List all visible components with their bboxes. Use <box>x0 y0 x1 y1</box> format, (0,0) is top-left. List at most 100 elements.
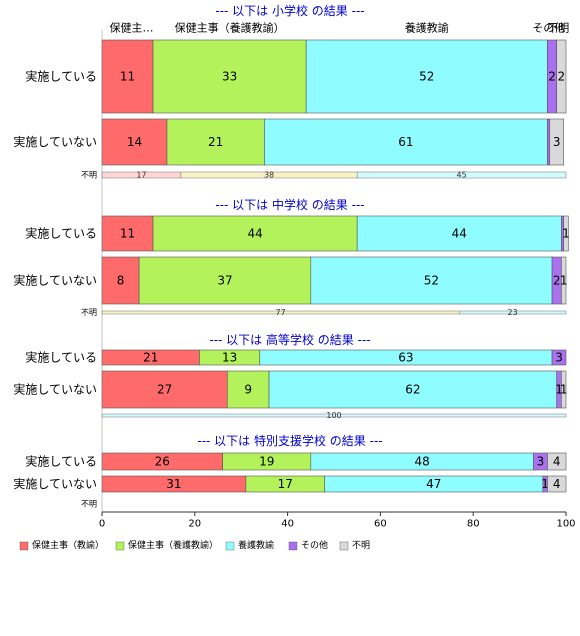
x-tick-label: 100 <box>556 519 575 530</box>
legend-swatch <box>339 541 349 551</box>
data-label: 4 <box>553 455 561 469</box>
data-label: 33 <box>222 70 237 84</box>
bar-segment <box>226 370 270 409</box>
row-label: 実施している <box>25 350 97 365</box>
legend-swatch <box>288 541 298 551</box>
section-title: --- 以下は 特別支援学校 の結果 --- <box>197 433 382 448</box>
x-tick-label: 0 <box>99 519 105 530</box>
data-label: 1 <box>560 383 568 397</box>
data-label: 62 <box>405 383 420 397</box>
data-label: 11 <box>120 227 135 241</box>
data-label: 52 <box>419 70 434 84</box>
bar-segment <box>561 370 567 409</box>
row-label: 不明 <box>81 171 97 180</box>
data-label: 3 <box>537 455 545 469</box>
data-label: 1 <box>560 274 568 288</box>
legend-label: 保健主事（養護教諭） <box>128 539 218 551</box>
section-title: --- 以下は 小学校 の結果 --- <box>215 3 364 18</box>
data-label: 17 <box>136 171 146 180</box>
row-label: 実施していない <box>13 476 97 491</box>
legend-swatch <box>115 541 125 551</box>
bar-segment <box>268 370 558 409</box>
bar-segment <box>547 452 567 471</box>
data-label: 77 <box>276 308 286 317</box>
row-label: 実施している <box>25 69 97 84</box>
bar-segment <box>101 215 154 252</box>
data-label: 17 <box>278 477 293 491</box>
row-label: 不明 <box>81 308 97 317</box>
data-label: 44 <box>452 227 467 241</box>
bar-segment <box>459 310 567 315</box>
x-tick-label: 60 <box>374 519 387 530</box>
data-label: 4 <box>553 477 561 491</box>
row-label: 実施している <box>25 454 97 469</box>
bar-segment <box>101 256 140 305</box>
row-label: 実施していない <box>13 382 97 397</box>
data-label: 3 <box>555 351 563 365</box>
data-label: 48 <box>415 455 430 469</box>
data-label: 45 <box>457 171 467 180</box>
bar-segment <box>547 118 551 166</box>
row-label: 不明 <box>81 500 97 509</box>
data-label: 1 <box>541 477 549 491</box>
data-label: 37 <box>217 274 232 288</box>
data-label: 63 <box>398 351 413 365</box>
row-label: 実施していない <box>13 273 97 288</box>
data-label: 8 <box>117 274 125 288</box>
legend-label: 養護教諭 <box>238 539 274 551</box>
data-label: 31 <box>166 477 181 491</box>
bar-segment <box>264 118 548 166</box>
section-title: --- 以下は 中学校 の結果 --- <box>215 197 364 212</box>
data-label: 19 <box>259 455 274 469</box>
bar-segment <box>101 118 168 166</box>
bar-segment <box>549 118 564 166</box>
legend-label: 不明 <box>352 540 370 551</box>
data-label: 100 <box>326 411 341 420</box>
bar-segment <box>356 215 562 252</box>
data-label: 9 <box>244 383 252 397</box>
data-label: 61 <box>398 135 413 149</box>
data-label: 21 <box>143 351 158 365</box>
data-label: 2 <box>558 70 566 84</box>
bar-segment <box>556 39 567 114</box>
data-label: 44 <box>247 227 262 241</box>
bar-segment <box>547 475 567 493</box>
bar-segment <box>138 256 312 305</box>
legend-label: 保健主事（教諭） <box>32 539 104 551</box>
data-label: 52 <box>424 274 439 288</box>
bar-segment <box>310 256 553 305</box>
data-label: 3 <box>553 135 561 149</box>
bar-segment <box>551 349 567 366</box>
data-label: 1 <box>555 383 563 397</box>
bar-segment <box>152 39 307 114</box>
data-label: 13 <box>222 351 237 365</box>
bar-segment <box>561 256 567 305</box>
category-header-label: 不明 <box>547 22 569 35</box>
bar-segment <box>101 370 228 409</box>
legend-swatch <box>225 541 235 551</box>
legend-swatch <box>19 541 29 551</box>
x-tick-label: 40 <box>281 519 294 530</box>
data-label: 27 <box>157 383 172 397</box>
data-label: 38 <box>264 171 274 180</box>
data-label: 23 <box>508 308 518 317</box>
category-header-label: 保健主事（養護教諭） <box>175 21 285 35</box>
data-label: 21 <box>208 135 223 149</box>
bar-segment <box>356 171 567 179</box>
section-title: --- 以下は 高等学校 の結果 --- <box>209 332 370 347</box>
data-label: 14 <box>127 135 142 149</box>
bar-segment <box>166 118 265 166</box>
data-label: 2 <box>553 274 561 288</box>
data-label: 2 <box>548 70 556 84</box>
row-label: 実施している <box>25 226 97 241</box>
bar-segment <box>563 215 569 252</box>
category-header-label: 保健主… <box>110 21 154 35</box>
legend-label: その他 <box>301 539 328 551</box>
data-label: 26 <box>155 455 170 469</box>
data-label: 47 <box>426 477 441 491</box>
category-header-label: その他 <box>532 22 565 35</box>
data-label: 1 <box>562 227 570 241</box>
x-tick-label: 20 <box>188 519 201 530</box>
